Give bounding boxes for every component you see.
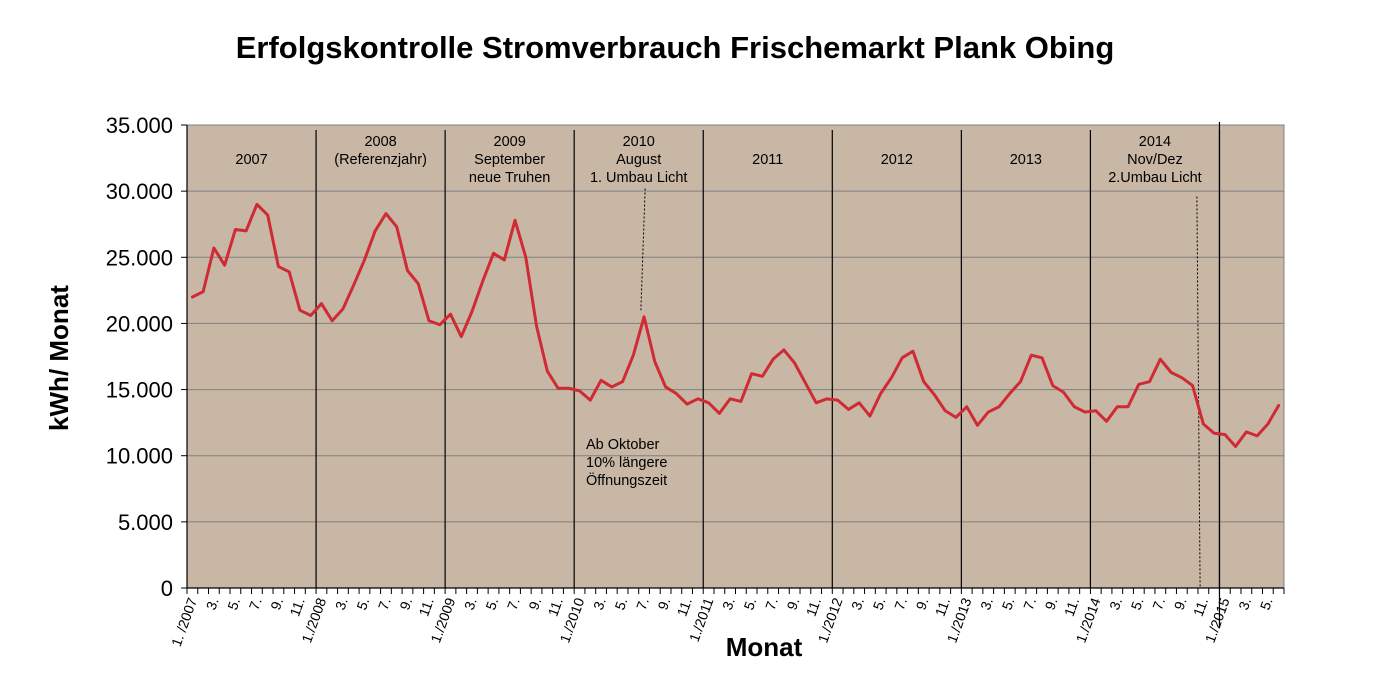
x-tick-label: 7. — [1149, 596, 1168, 612]
annotation-pointers — [640, 188, 1201, 589]
x-tick-label: 3. — [719, 596, 738, 612]
x-tick-label: 9. — [1042, 596, 1061, 612]
x-axis-ticks: 1. /2007 3. 5. 7. 9. 11.1./2008 3. 5. 7. 9. 11.1./… — [168, 588, 1285, 649]
y-axis-label: kWh/ Monat — [44, 285, 74, 431]
year-label-line: 1. Umbau Licht — [590, 170, 688, 186]
x-tick-label: 11. — [415, 596, 436, 619]
y-tick-label: 25.000 — [106, 245, 173, 270]
year-label-line: 2007 — [235, 152, 267, 168]
year-label-line: 2010 — [623, 134, 655, 150]
series-line-stromverbrauch — [190, 202, 1281, 448]
x-tick-label: 5. — [999, 596, 1018, 612]
x-tick-label: 5. — [869, 596, 888, 612]
year-label-line: August — [616, 152, 661, 168]
year-label-line: 2009 — [494, 134, 526, 150]
x-tick-label: 3. — [332, 596, 351, 612]
x-tick-label: 7. — [1020, 596, 1039, 612]
x-tick-label: 9. — [525, 596, 544, 612]
x-tick-label: 5. — [353, 596, 372, 612]
plot-area — [186, 124, 1285, 589]
x-tick-label: 9. — [1171, 596, 1190, 612]
x-tick-label: 7. — [504, 596, 523, 612]
gridlines — [187, 124, 1284, 523]
year-label-line: 2013 — [1010, 152, 1042, 168]
x-tick-label: 11. — [1190, 596, 1211, 619]
x-tick-label: 9. — [396, 596, 415, 612]
x-tick-label: 11. — [545, 596, 566, 619]
x-tick-label: 11. — [803, 596, 824, 619]
y-tick-label: 35.000 — [106, 113, 173, 138]
x-axis-label: Monat — [726, 632, 803, 662]
y-tick-label: 30.000 — [106, 179, 173, 204]
x-tick-label: 7. — [891, 596, 910, 612]
x-tick-label: 3. — [977, 596, 996, 612]
y-tick-label: 10.000 — [106, 444, 173, 469]
x-tick-label: 5. — [482, 596, 501, 612]
y-tick-label: 20.000 — [106, 311, 173, 336]
year-label-line: September — [474, 152, 545, 168]
annotation-line: 10% längere — [586, 455, 667, 471]
x-tick-label: 3. — [203, 596, 222, 612]
x-tick-label: 7. — [762, 596, 781, 612]
x-tick-label: 3. — [590, 596, 609, 612]
chart-title: Erfolgskontrolle Stromverbrauch Frischem… — [236, 30, 1115, 65]
year-label-line: 2011 — [752, 152, 783, 168]
x-tick-label: 9. — [783, 596, 802, 612]
y-tick-label: 5.000 — [118, 510, 173, 535]
year-separators — [315, 122, 1221, 628]
x-tick-label: 5. — [1128, 596, 1147, 612]
x-tick-label: 5. — [1257, 596, 1276, 612]
year-label-line: neue Truhen — [469, 170, 550, 186]
x-tick-label: 5. — [224, 596, 243, 612]
year-label-line: 2014 — [1139, 134, 1171, 150]
x-tick-label: 7. — [633, 596, 652, 612]
pointer-line — [1196, 196, 1201, 589]
x-tick-label: 3. — [461, 596, 480, 612]
y-tick-label: 15.000 — [106, 378, 173, 403]
y-axis-ticks: 0 5.000 10.000 15.000 20.000 25.000 30.000 35.0… — [106, 113, 187, 601]
year-label-line: 2012 — [881, 152, 913, 168]
x-tick-label: 3. — [1106, 596, 1125, 612]
annotation-line: Öffnungszeit — [586, 471, 667, 489]
year-labels: 2007 2008 (Referenzjahr) 2009 September neue … — [235, 134, 1201, 186]
x-tick-label: 1. /2007 — [168, 595, 200, 648]
y-tick-label: 0 — [161, 576, 173, 601]
x-tick-label: 5. — [740, 596, 759, 612]
x-tick-label: 9. — [267, 596, 286, 612]
x-tick-label: 11. — [286, 596, 307, 619]
x-tick-label: 11. — [1061, 596, 1082, 619]
pointer-line — [640, 188, 646, 311]
x-tick-label: 3. — [848, 596, 867, 612]
x-tick-label: 7. — [375, 596, 394, 612]
year-label-line: (Referenzjahr) — [334, 152, 427, 168]
year-label-line: 2.Umbau Licht — [1108, 170, 1202, 186]
annotation-line: Ab Oktober — [586, 437, 660, 453]
x-tick-label: 9. — [654, 596, 673, 612]
x-tick-label: 9. — [912, 596, 931, 612]
x-tick-label: 7. — [246, 596, 265, 612]
year-label-line: Nov/Dez — [1127, 152, 1183, 168]
x-tick-label: 3. — [1235, 596, 1254, 612]
x-tick-label: 11. — [674, 596, 695, 619]
x-tick-label: 5. — [611, 596, 630, 612]
year-label-line: 2008 — [364, 134, 396, 150]
x-tick-label: 11. — [932, 596, 953, 619]
